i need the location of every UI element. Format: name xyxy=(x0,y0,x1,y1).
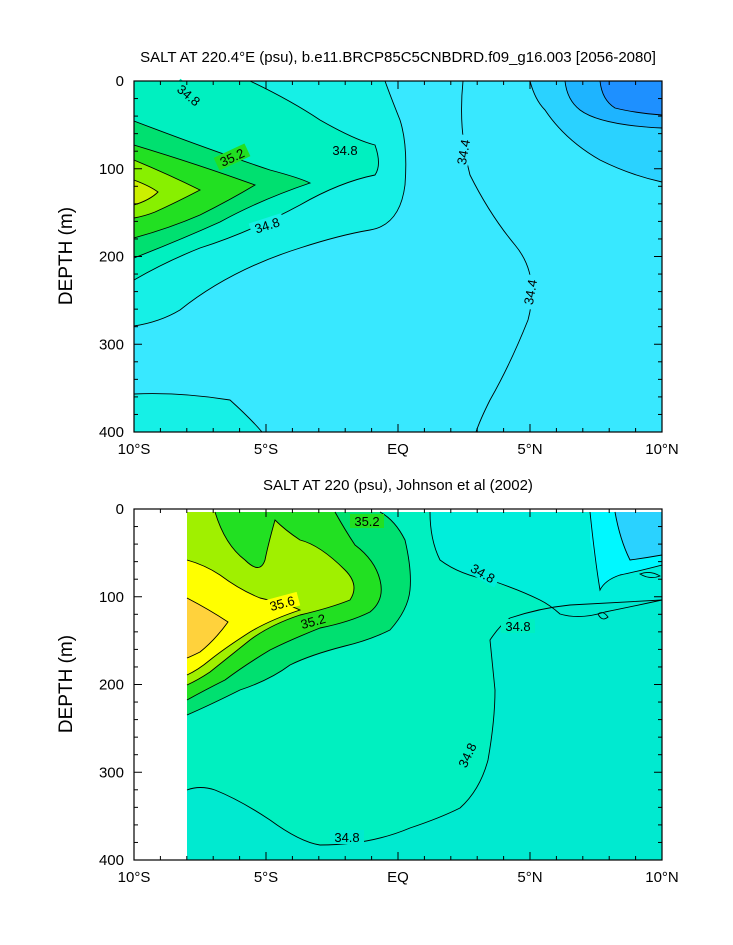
model-contour-34.8-outer xyxy=(134,81,407,327)
panel-model-axes: 10°S 5°S EQ 5°N 10°N 0 100 200 300 400 xyxy=(99,73,679,458)
y-tick-label: 300 xyxy=(99,336,124,353)
obs-contour-label: 34.8 xyxy=(505,619,530,634)
y-tick-label: 100 xyxy=(99,589,124,606)
x-tick-label: 10°S xyxy=(118,869,151,886)
panel-model-ylabel: DEPTH (m) xyxy=(56,207,77,305)
panel-obs-title: SALT AT 220 (psu), Johnson et al (2002) xyxy=(263,477,533,494)
obs-contour-35.4 xyxy=(186,511,355,686)
model-contour-34.8 xyxy=(134,81,379,281)
obs-contour-label: 34.8 xyxy=(334,830,359,845)
y-tick-label: 0 xyxy=(116,73,124,90)
model-contour-35.4 xyxy=(134,159,201,219)
model-contour-34.2 xyxy=(529,81,662,183)
model-contour-label: 34.4 xyxy=(521,278,540,306)
x-tick-label: 5°N xyxy=(517,869,542,886)
y-tick-label: 200 xyxy=(99,677,124,694)
y-tick-label: 200 xyxy=(99,249,124,266)
panel-obs-axes: 10°S 5°S EQ 5°N 10°N 0 100 200 300 400 xyxy=(99,501,679,886)
obs-band-35.8 xyxy=(187,598,228,658)
panel-obs: SALT AT 220 (psu), Johnson et al (2002) xyxy=(56,477,679,886)
panel-model-title: SALT AT 220.4°E (psu), b.e11.BRCP85C5CNB… xyxy=(140,49,656,66)
model-band-34.6-deep xyxy=(134,393,262,432)
y-tick-label: 100 xyxy=(99,161,124,178)
obs-band-34.6-deep xyxy=(187,600,662,860)
obs-band-35.6 xyxy=(187,560,300,675)
obs-contour-34.4-eddy xyxy=(638,571,662,579)
model-contour-35.6 xyxy=(134,179,159,206)
obs-contour-label: 35.2 xyxy=(299,611,327,632)
y-tick-label: 0 xyxy=(116,501,124,518)
obs-contour-35.6 xyxy=(186,559,302,676)
x-tick-label: 5°S xyxy=(254,869,278,886)
panel-model-contour-field xyxy=(134,81,662,432)
obs-contour-34.6-small xyxy=(597,612,609,620)
model-contour-label: 34.8 xyxy=(253,214,282,236)
obs-contour-34.8-south xyxy=(186,599,662,846)
obs-contour-35.2 xyxy=(186,511,382,701)
obs-contour-label: 35.6 xyxy=(268,593,296,614)
model-contour-35.2 xyxy=(134,144,257,239)
obs-contour-labels: 35.2 34.8 35.6 35.2 34.8 34.8 34.8 xyxy=(263,514,535,845)
y-tick-label: 300 xyxy=(99,764,124,781)
obs-contour-35.8 xyxy=(186,597,229,659)
y-tick-label: 400 xyxy=(99,424,124,441)
model-band-33.8 xyxy=(600,81,662,115)
x-tick-label: 10°S xyxy=(118,441,151,458)
model-contour-33.8 xyxy=(599,81,662,116)
x-tick-label: 5°S xyxy=(254,441,278,458)
x-tick-label: 10°N xyxy=(645,869,679,886)
obs-contour-34.8 xyxy=(429,511,662,617)
model-contour-34.6-deep xyxy=(134,393,263,432)
model-contour-35.0 xyxy=(134,120,312,259)
x-tick-label: 5°N xyxy=(517,441,542,458)
model-contour-34.0 xyxy=(564,81,662,129)
obs-contour-34.6 xyxy=(589,511,662,592)
x-tick-label: 10°N xyxy=(645,441,679,458)
y-tick-label: 400 xyxy=(99,852,124,869)
model-contour-label: 34.8 xyxy=(332,143,357,158)
model-band-35.4 xyxy=(134,160,200,218)
panel-obs-ylabel: DEPTH (m) xyxy=(56,635,77,733)
model-contour-label: 34.4 xyxy=(454,138,473,166)
x-tick-label: EQ xyxy=(387,869,409,886)
x-tick-label: EQ xyxy=(387,441,409,458)
obs-band-34.2 xyxy=(615,512,662,560)
obs-contour-35.0 xyxy=(186,511,411,716)
panel-model: SALT AT 220.4°E (psu), b.e11.BRCP85C5CNB… xyxy=(56,49,679,458)
model-band-35.6 xyxy=(134,180,158,205)
obs-contour-34.4 xyxy=(614,511,662,561)
panel-obs-contour-field xyxy=(186,511,662,860)
obs-contour-label: 35.2 xyxy=(354,514,379,529)
